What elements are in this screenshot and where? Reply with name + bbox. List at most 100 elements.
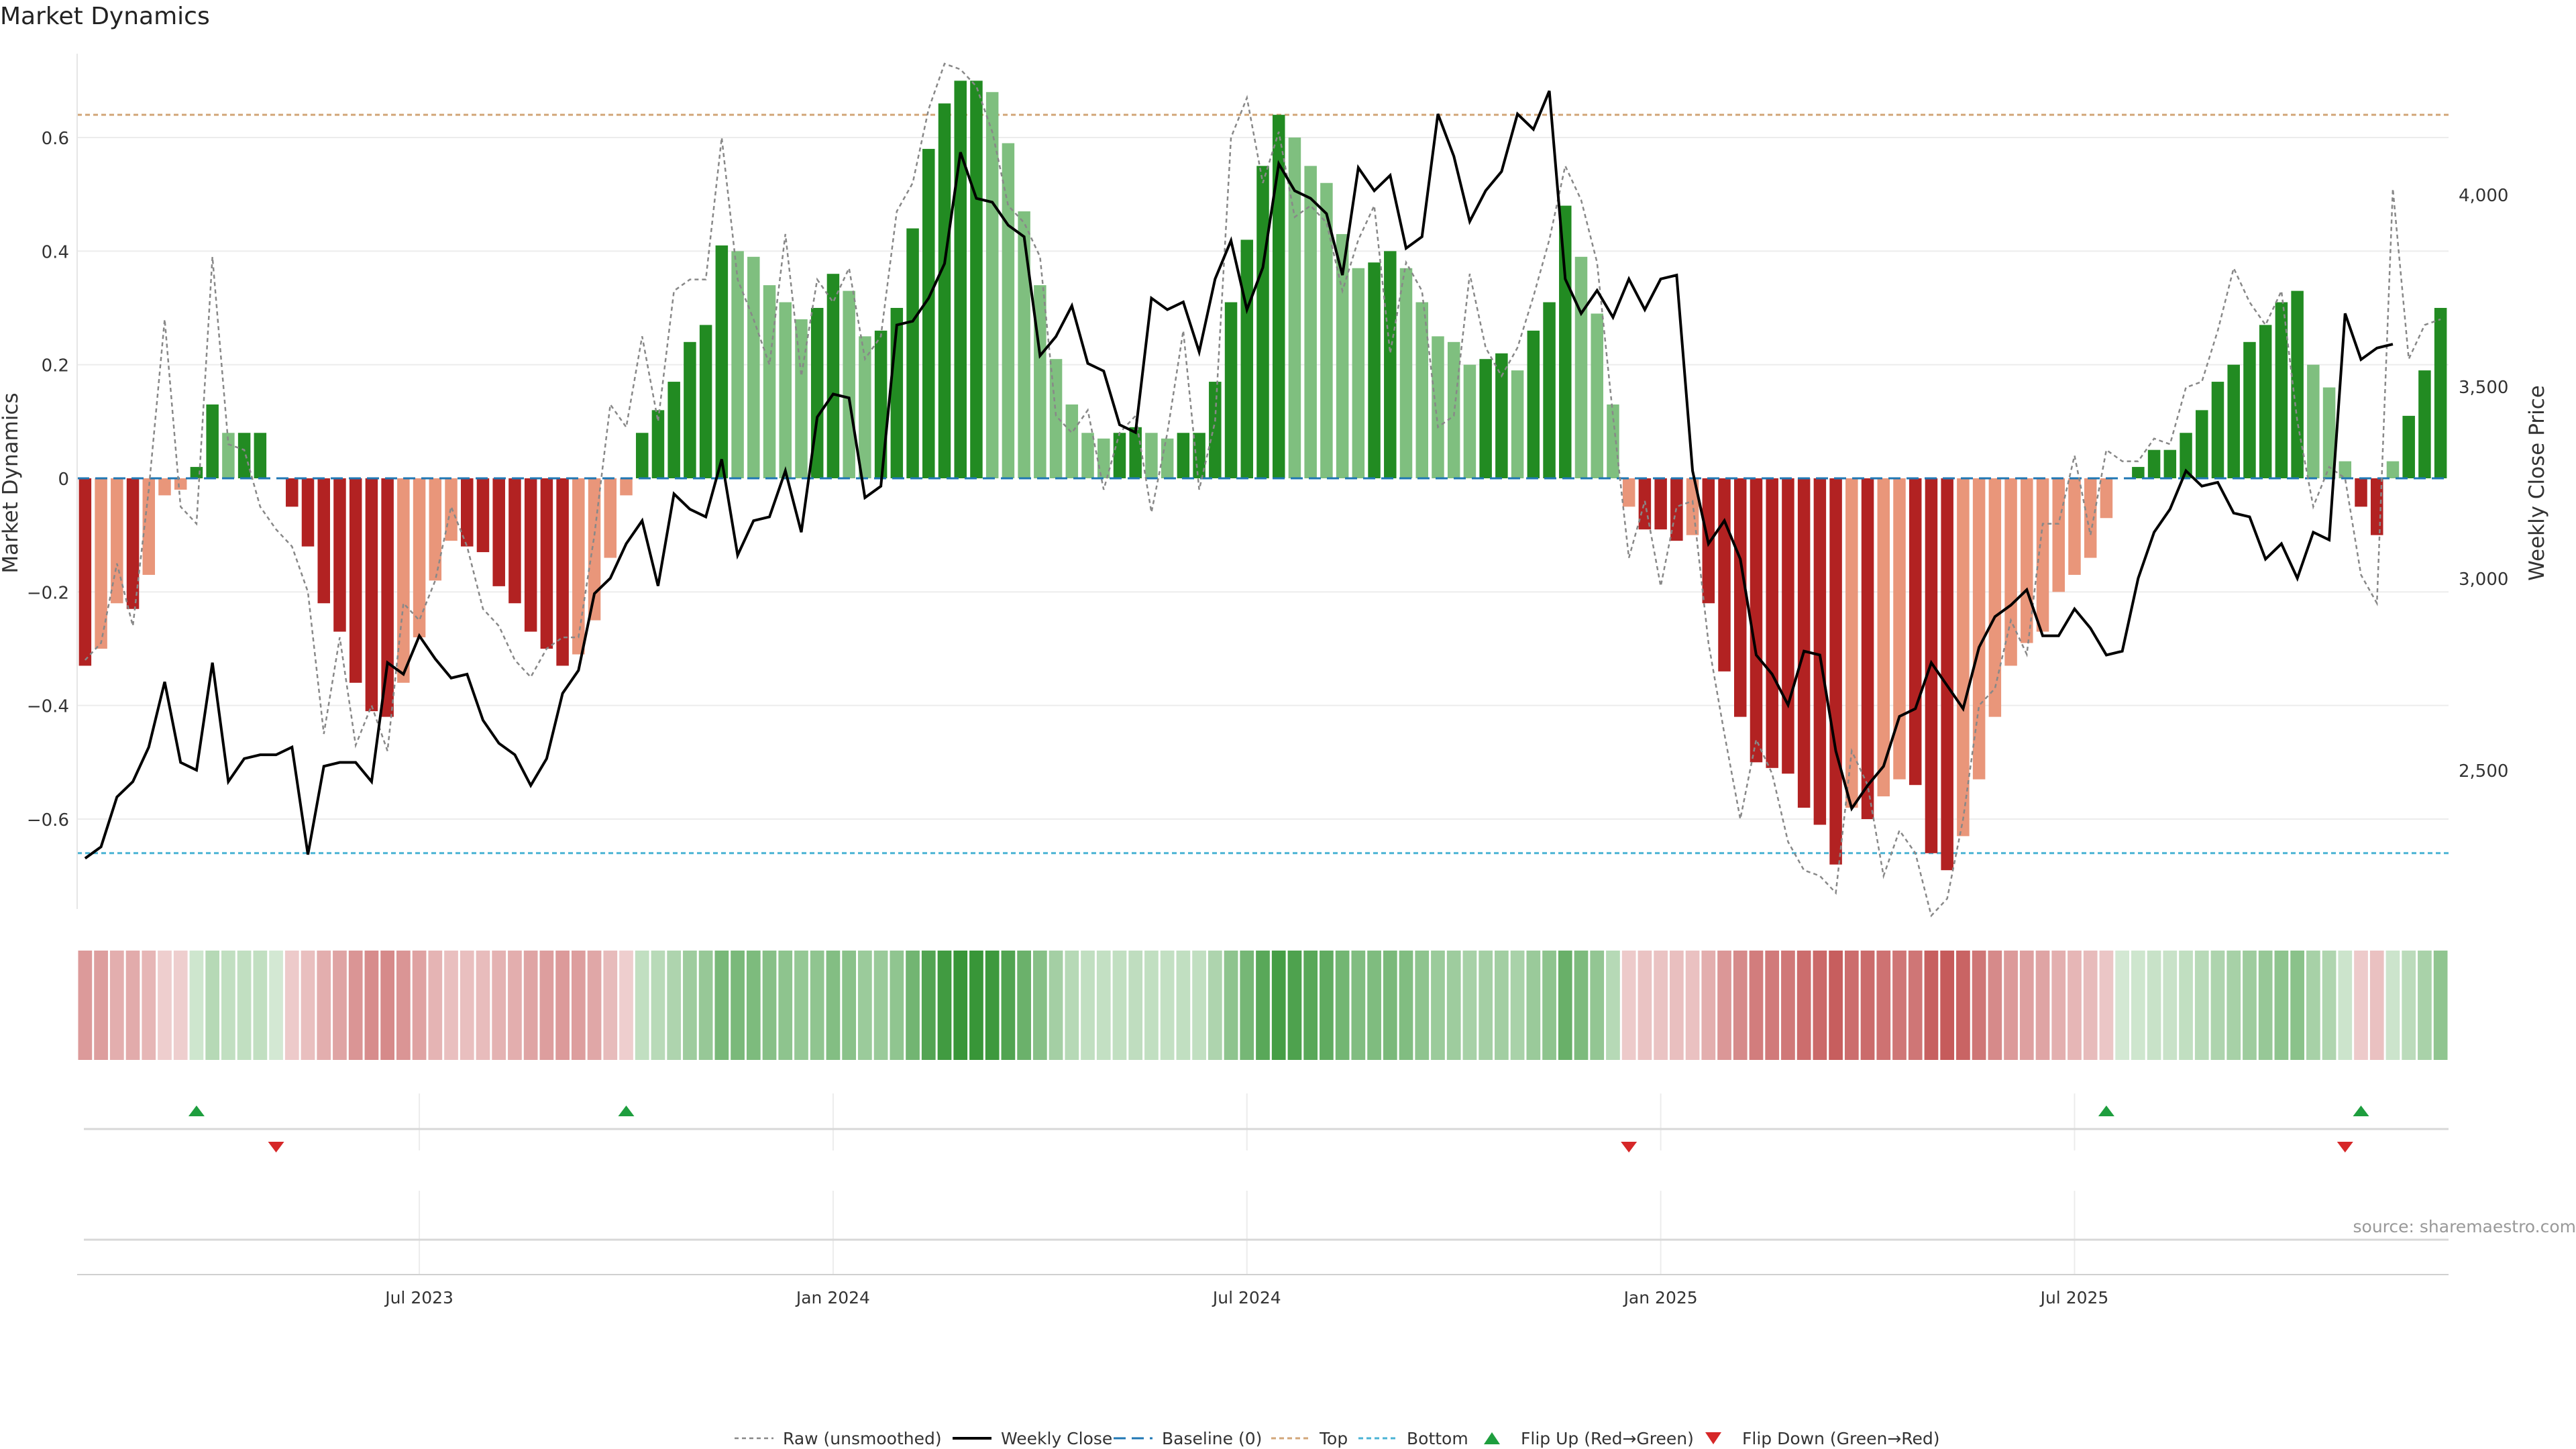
heat-cell bbox=[1383, 951, 1397, 1060]
bar bbox=[1813, 478, 1827, 825]
heat-cell bbox=[1415, 951, 1430, 1060]
heat-cell bbox=[2194, 951, 2209, 1060]
heat-cell bbox=[428, 951, 443, 1060]
heat-cell bbox=[2258, 951, 2273, 1060]
heat-cell bbox=[2402, 951, 2416, 1060]
bar bbox=[1733, 478, 1747, 717]
bar bbox=[1352, 268, 1365, 478]
heat-cell bbox=[1032, 951, 1047, 1060]
heat-cell bbox=[667, 951, 682, 1060]
bar bbox=[1129, 427, 1142, 478]
bar bbox=[715, 245, 729, 478]
heat-cell bbox=[1320, 951, 1334, 1060]
bar bbox=[126, 478, 140, 609]
y-tick-label-left: −0.2 bbox=[27, 583, 69, 603]
heat-cell bbox=[1733, 951, 1748, 1060]
bar bbox=[2339, 461, 2352, 478]
heat-cell bbox=[698, 951, 713, 1060]
heat-cell bbox=[1081, 951, 1095, 1060]
heat-cell bbox=[2083, 951, 2098, 1060]
bar bbox=[190, 467, 203, 478]
bar bbox=[524, 478, 537, 632]
x-tick-label: Jan 2024 bbox=[795, 1288, 870, 1307]
heat-cell bbox=[603, 951, 618, 1060]
raw-line bbox=[84, 62, 2441, 918]
heat-cell bbox=[1271, 951, 1286, 1060]
bar bbox=[95, 478, 107, 649]
bar bbox=[1320, 182, 1333, 478]
bar bbox=[2084, 478, 2097, 558]
bar bbox=[1543, 302, 1556, 478]
bar bbox=[1399, 268, 1413, 478]
bar bbox=[540, 478, 553, 649]
legend: Raw (unsmoothed) Weekly Close Baseline (0)… bbox=[735, 1429, 1940, 1448]
bar bbox=[2243, 341, 2256, 478]
bar bbox=[142, 478, 156, 575]
heat-cell bbox=[2385, 951, 2400, 1060]
y-axis-label-right: Weekly Close Price bbox=[2525, 385, 2549, 581]
heat-cell bbox=[2051, 951, 2066, 1060]
bar bbox=[365, 478, 378, 712]
bar bbox=[2068, 478, 2081, 575]
legend-label: Raw (unsmoothed) bbox=[783, 1429, 942, 1448]
heat-cell bbox=[810, 951, 824, 1060]
bar bbox=[826, 274, 840, 478]
bar bbox=[1782, 478, 1794, 774]
heat-cell bbox=[714, 951, 729, 1060]
heat-cell bbox=[2179, 951, 2193, 1060]
heat-cell bbox=[2433, 951, 2448, 1060]
bar bbox=[843, 290, 855, 478]
legend-item: Flip Up (Red→Green) bbox=[1484, 1429, 1694, 1448]
heat-cell bbox=[1176, 951, 1191, 1060]
heat-cell bbox=[333, 951, 347, 1060]
heat-cell bbox=[1829, 951, 1843, 1060]
x-tick-label: Jan 2025 bbox=[1623, 1288, 1698, 1307]
heat-cell bbox=[2068, 951, 2082, 1060]
heat-cell bbox=[1606, 951, 1620, 1060]
y-tick-label-right: 2,500 bbox=[2459, 761, 2508, 782]
flip-down-marker bbox=[268, 1142, 284, 1152]
x-tick-label: Jul 2025 bbox=[2039, 1288, 2109, 1307]
bar bbox=[747, 256, 760, 478]
heat-cell bbox=[1621, 951, 1636, 1060]
bar bbox=[588, 478, 601, 621]
bar bbox=[1607, 404, 1619, 478]
bar bbox=[492, 478, 505, 586]
heat-cell bbox=[969, 951, 983, 1060]
source-note: source: sharemaestro.com bbox=[2353, 1217, 2576, 1236]
bar bbox=[2196, 410, 2208, 478]
bar bbox=[461, 478, 474, 547]
heat-cell bbox=[921, 951, 936, 1060]
bar bbox=[635, 433, 649, 478]
bar bbox=[476, 478, 490, 553]
bar bbox=[381, 478, 394, 717]
heat-cell bbox=[94, 951, 108, 1060]
heat-cell bbox=[1335, 951, 1350, 1060]
bar bbox=[1288, 138, 1301, 478]
heat-cell bbox=[237, 951, 252, 1060]
heat-cell bbox=[2322, 951, 2337, 1060]
bar bbox=[1718, 478, 1731, 672]
bar bbox=[667, 382, 680, 478]
bar bbox=[413, 478, 426, 638]
bar bbox=[1861, 478, 1874, 819]
heat-cell bbox=[523, 951, 538, 1060]
heat-cell bbox=[619, 951, 633, 1060]
bar bbox=[1654, 478, 1667, 530]
heat-cell bbox=[1701, 951, 1716, 1060]
heat-cell bbox=[78, 951, 93, 1060]
bar bbox=[1463, 364, 1477, 478]
bar bbox=[954, 80, 967, 479]
bar bbox=[1957, 478, 1970, 837]
bar bbox=[1909, 478, 1922, 786]
heat-cell bbox=[539, 951, 554, 1060]
heat-cell bbox=[2369, 951, 2384, 1060]
heat-cell bbox=[1303, 951, 1318, 1060]
heat-cell bbox=[2035, 951, 2050, 1060]
legend-label: Flip Up (Red→Green) bbox=[1521, 1429, 1694, 1448]
heat-cell bbox=[1972, 951, 1986, 1060]
heat-cell bbox=[1892, 951, 1907, 1060]
heat-cell bbox=[1160, 951, 1175, 1060]
bar bbox=[2259, 325, 2272, 478]
bar bbox=[779, 302, 792, 478]
